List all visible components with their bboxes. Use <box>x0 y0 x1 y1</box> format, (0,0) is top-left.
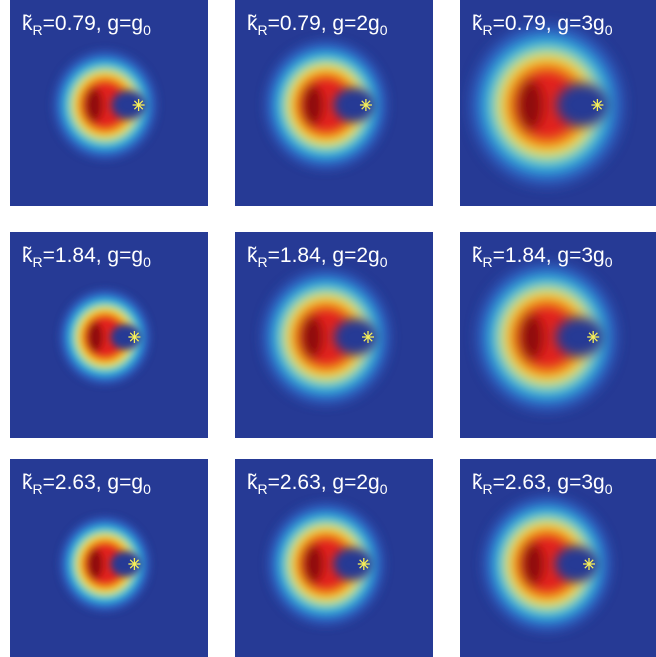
label-subscript: 0 <box>605 254 613 270</box>
label-subscript: R <box>33 22 43 38</box>
label-text: =1.84, g=3g <box>493 244 605 267</box>
label-symbol: k̃ <box>472 12 483 35</box>
label-subscript: R <box>483 481 493 497</box>
label-symbol: k̃ <box>22 12 33 35</box>
label-text: =2.63, g=g <box>43 471 143 494</box>
label-symbol: k̃ <box>247 244 258 267</box>
label-subscript: 0 <box>143 22 151 38</box>
label-subscript: R <box>258 22 268 38</box>
label-subscript: R <box>483 22 493 38</box>
label-subscript: R <box>258 481 268 497</box>
label-subscript: 0 <box>380 254 388 270</box>
label-subscript: 0 <box>143 481 151 497</box>
label-subscript: R <box>33 481 43 497</box>
panel: k̃R=1.84, g=3g0 <box>460 232 656 438</box>
label-symbol: k̃ <box>247 12 258 35</box>
panel: k̃R=0.79, g=3g0 <box>460 0 656 206</box>
label-text: =0.79, g=2g <box>268 12 380 35</box>
label-symbol: k̃ <box>472 244 483 267</box>
label-text: =1.84, g=2g <box>268 244 380 267</box>
label-text: =0.79, g=3g <box>493 12 605 35</box>
label-symbol: k̃ <box>22 244 33 267</box>
panel-label: k̃R=2.63, g=3g0 <box>472 471 613 497</box>
label-subscript: 0 <box>380 22 388 38</box>
panel-label: k̃R=0.79, g=2g0 <box>247 12 388 38</box>
label-subscript: 0 <box>605 22 613 38</box>
panel-label: k̃R=0.79, g=3g0 <box>472 12 613 38</box>
label-subscript: 0 <box>380 481 388 497</box>
panel-label: k̃R=1.84, g=3g0 <box>472 244 613 270</box>
label-text: =0.79, g=g <box>43 12 143 35</box>
label-subscript: R <box>258 254 268 270</box>
panel-label: k̃R=1.84, g=2g0 <box>247 244 388 270</box>
panel: k̃R=1.84, g=2g0 <box>235 232 433 438</box>
figure: k̃R=0.79, g=g0k̃R=0.79, g=2g0k̃R=0.79, g… <box>0 0 656 657</box>
label-symbol: k̃ <box>472 471 483 494</box>
label-text: =1.84, g=g <box>43 244 143 267</box>
panel: k̃R=0.79, g=2g0 <box>235 0 433 206</box>
panel: k̃R=1.84, g=g0 <box>10 232 208 438</box>
panel-label: k̃R=2.63, g=2g0 <box>247 471 388 497</box>
label-subscript: 0 <box>605 481 613 497</box>
label-subscript: 0 <box>143 254 151 270</box>
panel: k̃R=2.63, g=3g0 <box>460 459 656 657</box>
center-marker <box>133 99 145 111</box>
panel: k̃R=2.63, g=2g0 <box>235 459 433 657</box>
panel: k̃R=2.63, g=g0 <box>10 459 208 657</box>
panel: k̃R=0.79, g=g0 <box>10 0 208 206</box>
label-text: =2.63, g=2g <box>268 471 380 494</box>
label-subscript: R <box>33 254 43 270</box>
label-symbol: k̃ <box>22 471 33 494</box>
label-text: =2.63, g=3g <box>493 471 605 494</box>
label-symbol: k̃ <box>247 471 258 494</box>
label-subscript: R <box>483 254 493 270</box>
